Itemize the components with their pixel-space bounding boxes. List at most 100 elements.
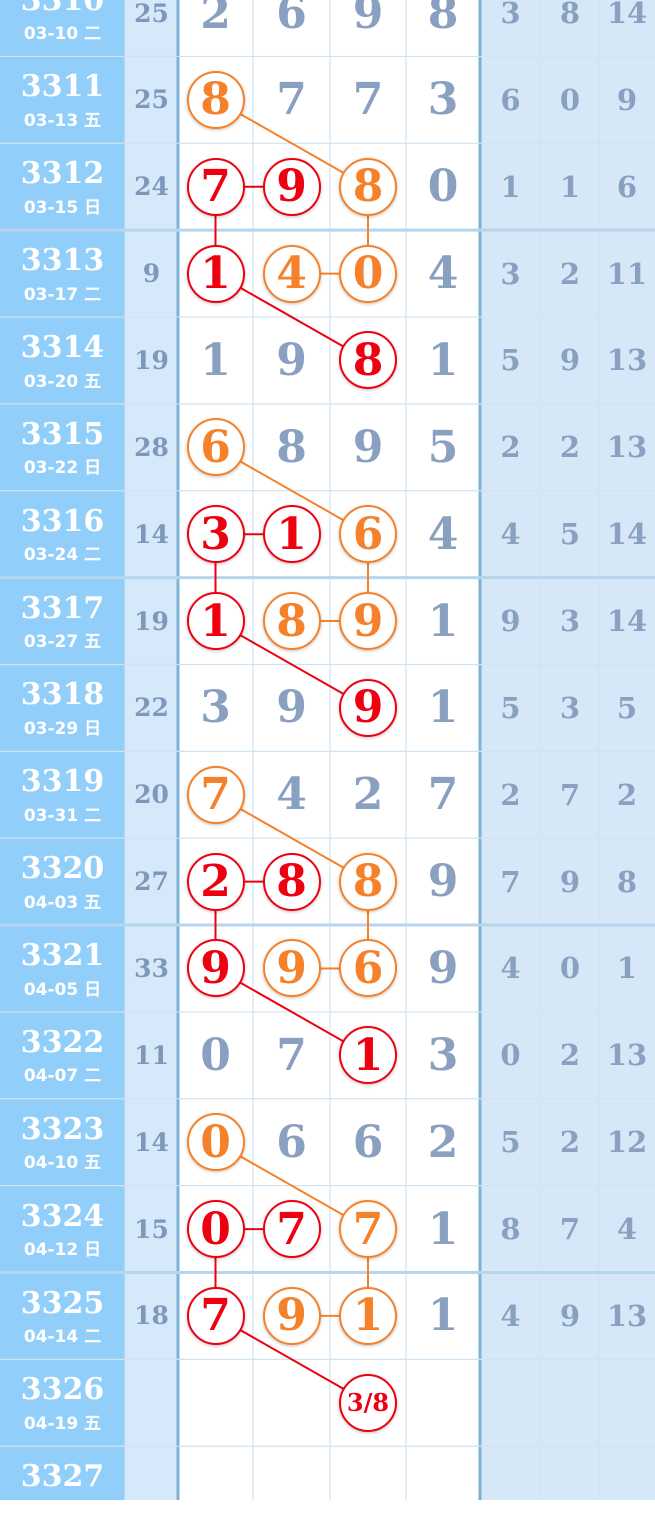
sum-value: 33 xyxy=(134,953,169,983)
digit: 9 xyxy=(427,856,459,908)
stat-value: 13 xyxy=(606,1298,648,1333)
ball-orange: 0 xyxy=(339,244,397,303)
period-number: 3318 xyxy=(20,677,105,713)
stat-value: 7 xyxy=(559,1212,581,1247)
stat-value: 9 xyxy=(500,604,521,639)
stat-value: 5 xyxy=(500,1125,521,1160)
draw-date: 03-20 五 xyxy=(23,371,102,392)
sum-value: 9 xyxy=(142,259,161,289)
digit: 7 xyxy=(276,1029,307,1081)
sum-value: 19 xyxy=(134,606,169,636)
digit: 0 xyxy=(427,161,459,213)
sum-value xyxy=(125,1446,178,1533)
draw-date: 04-14 二 xyxy=(23,1327,102,1347)
digit: 8 xyxy=(427,0,459,39)
draw-date: 03-17 二 xyxy=(23,284,102,305)
stat-value: 0 xyxy=(559,951,581,986)
digit: 2 xyxy=(200,0,231,39)
sum-value: 15 xyxy=(134,1214,169,1244)
stat-value: 1 xyxy=(500,169,521,204)
stat-value: 2 xyxy=(500,777,521,812)
digit: 1 xyxy=(427,682,459,734)
digit: 9 xyxy=(276,334,307,386)
draw-date: 04-03 五 xyxy=(23,892,102,913)
period-number: 3325 xyxy=(20,1285,105,1321)
period-number: 3310 xyxy=(20,0,105,18)
sum-value: 20 xyxy=(134,780,169,810)
digit: 6 xyxy=(352,1116,384,1168)
stat-value: 9 xyxy=(559,343,581,378)
sum-value: 25 xyxy=(134,85,169,115)
stat-value: 3 xyxy=(559,604,581,639)
sum-value: 14 xyxy=(134,1127,169,1157)
period-number: 3324 xyxy=(20,1198,105,1234)
stat-value: 2 xyxy=(559,1125,581,1160)
period-number: 3315 xyxy=(20,416,105,452)
ball-red: 7 xyxy=(186,157,245,216)
stat-value: 9 xyxy=(559,1298,581,1333)
stat-value: 4 xyxy=(500,1298,521,1333)
stat-value: 4 xyxy=(616,1212,638,1247)
ball-orange: 8 xyxy=(262,592,321,651)
stat-value: 14 xyxy=(606,0,648,31)
digit: 4 xyxy=(427,248,459,300)
ball-orange: 8 xyxy=(339,852,397,911)
sum-value: 11 xyxy=(134,1040,169,1070)
period-number: 3327 xyxy=(20,1459,105,1495)
digit: 1 xyxy=(427,334,459,386)
draw-date: 03-29 日 xyxy=(23,718,102,739)
digit: 7 xyxy=(276,74,307,126)
sum-column xyxy=(125,0,178,1500)
stat-value: 11 xyxy=(606,256,648,291)
stat-value: 13 xyxy=(606,1038,648,1073)
stat-value: 6 xyxy=(500,82,521,117)
period-number: 3317 xyxy=(20,590,105,626)
digit: 8 xyxy=(276,421,307,473)
period-number: 3316 xyxy=(20,503,105,539)
stat-value: 2 xyxy=(559,430,581,465)
period-number: 3312 xyxy=(20,156,105,192)
stat-value: 13 xyxy=(606,343,648,378)
period-number: 3311 xyxy=(20,69,105,105)
stat-value: 13 xyxy=(606,430,648,465)
stat-value: 14 xyxy=(606,517,648,552)
ball-orange: 7 xyxy=(186,765,245,824)
digit: 0 xyxy=(200,1029,231,1081)
stat-value: 4 xyxy=(500,517,521,552)
ball-red: 1 xyxy=(186,244,245,303)
draw-date: 03-10 二 xyxy=(23,24,102,45)
digit: 5 xyxy=(427,421,459,473)
digit: 9 xyxy=(427,942,459,994)
digit: 6 xyxy=(276,1116,307,1168)
period-number: 3326 xyxy=(20,1372,105,1408)
ball-orange: 9 xyxy=(262,939,321,998)
digit: 2 xyxy=(427,1116,459,1168)
stat-value: 1 xyxy=(616,951,638,986)
digit: 3 xyxy=(427,74,459,126)
ball-red: 3/8 xyxy=(339,1373,397,1432)
sum-value: 14 xyxy=(134,519,169,549)
ball-orange: 6 xyxy=(186,418,245,477)
digit: 3 xyxy=(200,682,231,734)
digit: 7 xyxy=(427,769,459,821)
digit: 1 xyxy=(427,595,459,647)
digit: 7 xyxy=(352,74,384,126)
ball-orange: 9 xyxy=(339,592,397,651)
draw-date: 04-12 日 xyxy=(23,1240,102,1261)
ball-red: 1 xyxy=(186,592,245,651)
stat-value: 3 xyxy=(559,690,581,725)
draw-date: 03-31 二 xyxy=(23,805,102,826)
period-number: 3313 xyxy=(20,243,105,279)
draw-date: 03-22 日 xyxy=(23,458,102,479)
ball-red: 9 xyxy=(262,157,321,216)
sum-value: 18 xyxy=(134,1301,169,1331)
stat-value: 5 xyxy=(616,690,638,725)
digit: 1 xyxy=(200,334,231,386)
stat-value: 7 xyxy=(559,777,581,812)
stat-value: 6 xyxy=(616,169,638,204)
ball-red: 7 xyxy=(186,1286,245,1345)
stat-value: 0 xyxy=(500,1038,521,1073)
trend-chart: 3310 03-10 二 25 2 6 9 8 3 8 14 3311 03-13 五 25 8 7 7 3 6 0… xyxy=(0,0,655,1500)
ball-red: 8 xyxy=(262,852,321,911)
sum-value: 28 xyxy=(134,432,169,462)
